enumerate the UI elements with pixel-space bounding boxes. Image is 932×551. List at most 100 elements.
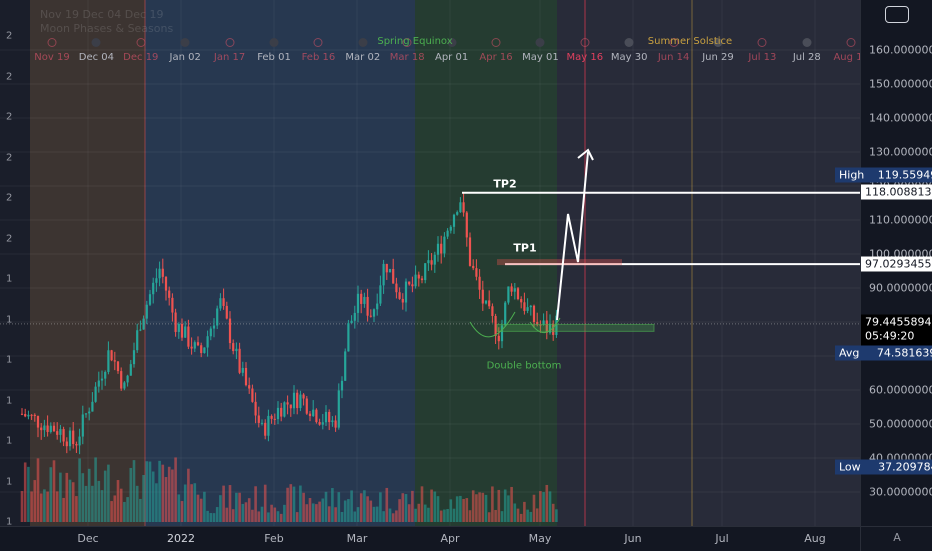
price-tick: 160.0000000 — [869, 43, 932, 57]
candle-body — [478, 276, 481, 290]
event-date: May 30 — [610, 52, 648, 63]
full-moon-icon[interactable] — [491, 38, 501, 47]
new-moon-icon[interactable] — [802, 38, 812, 47]
volume-bar — [257, 511, 261, 522]
full-moon-icon[interactable] — [313, 38, 323, 47]
new-moon-icon[interactable] — [358, 38, 368, 47]
new-moon-icon[interactable] — [180, 38, 190, 47]
candle-body — [100, 378, 104, 381]
candle-body — [296, 392, 299, 409]
volume-bar — [497, 489, 501, 522]
full-moon-icon[interactable] — [669, 38, 679, 47]
volume-bar — [545, 484, 549, 522]
full-moon-icon[interactable] — [47, 38, 57, 47]
full-moon-icon[interactable] — [846, 38, 856, 47]
candle-body — [366, 296, 369, 316]
volume-bar — [471, 490, 475, 522]
double-bottom-curve-1 — [469, 311, 516, 338]
price-axis[interactable]: 160.0000000 150.0000000 140.0000000 130.000… — [835, 0, 932, 526]
candle-body — [433, 254, 436, 265]
candle-body — [238, 348, 241, 373]
settings-icon[interactable] — [885, 6, 909, 23]
new-moon-icon[interactable] — [269, 38, 279, 47]
candle-body — [84, 413, 88, 415]
candle-body — [257, 415, 260, 423]
volume-bar — [443, 509, 446, 522]
candle-body — [203, 347, 206, 354]
volume-bar — [366, 496, 369, 522]
low-badge: Low 37.2097840 — [835, 459, 932, 475]
candle-body — [27, 414, 30, 417]
volume-bar — [411, 490, 414, 522]
candle-body — [372, 309, 376, 317]
volume-bar — [379, 492, 382, 522]
volume-bar — [519, 513, 523, 522]
new-moon-icon[interactable] — [713, 38, 723, 47]
candle-body — [555, 315, 558, 335]
candle-body — [129, 364, 132, 376]
volume-bar — [20, 491, 24, 522]
full-moon-icon[interactable] — [757, 38, 767, 47]
arrow-head-icon — [577, 148, 594, 161]
volume-bar — [388, 508, 392, 522]
candle-body — [65, 441, 68, 447]
new-moon-icon[interactable] — [447, 38, 457, 47]
volume-bar — [395, 510, 398, 522]
summer-solstice-label: Summer Solstice — [647, 36, 733, 47]
candle-body — [286, 402, 289, 405]
resistance-zone — [497, 259, 622, 266]
chart-pane[interactable]: Nov 19 Dec 04 Dec 19 Moon Phases & Seaso… — [0, 0, 860, 526]
candle-body — [504, 302, 507, 326]
volume-bar — [183, 484, 187, 522]
candle-body — [308, 413, 312, 417]
full-moon-icon[interactable] — [136, 38, 146, 47]
volume-bar — [30, 491, 33, 522]
candle-body — [520, 299, 523, 303]
candle-body — [548, 323, 552, 333]
full-moon-icon[interactable] — [225, 38, 235, 47]
candle-body — [120, 371, 123, 389]
new-moon-icon[interactable] — [535, 38, 545, 47]
volume-bar — [510, 486, 513, 522]
volume-bar — [155, 483, 158, 522]
volume-bar — [446, 509, 449, 522]
tp1-price-badge: 97.0293455 — [861, 256, 932, 272]
high-value: 119.5594961 — [877, 168, 932, 182]
time-axis[interactable]: Dec 2022 Feb Mar Apr May Jun Jul Aug — [0, 526, 860, 551]
volume-bar — [340, 511, 344, 522]
left-level-label: 1 — [6, 395, 13, 406]
volume-bar — [129, 467, 133, 522]
volume-bar — [171, 469, 174, 522]
left-level-label: 1 — [6, 516, 13, 527]
candle-body — [88, 411, 91, 414]
candle-body — [180, 323, 184, 338]
volume-bar — [513, 503, 517, 522]
volume-bar — [107, 464, 110, 522]
volume-bar — [526, 509, 529, 522]
candle-body — [430, 260, 433, 265]
volume-bar — [161, 464, 165, 522]
candle-body — [40, 427, 43, 431]
volume-bar — [97, 480, 101, 522]
volume-bar — [420, 486, 424, 522]
price-chart[interactable] — [0, 0, 860, 526]
volume-bar — [23, 462, 27, 522]
new-moon-icon[interactable] — [91, 38, 101, 47]
candle-body — [219, 298, 222, 309]
full-moon-icon[interactable] — [580, 38, 590, 47]
candle-body — [468, 237, 472, 266]
price-tick: 110.0000000 — [869, 213, 932, 227]
volume-bar — [212, 513, 216, 522]
spring-equinox-label: Spring Equinox — [377, 36, 453, 47]
candle-body — [436, 243, 440, 255]
event-date: Dec 19 — [123, 52, 159, 63]
candle-body — [228, 318, 232, 344]
avg-label: Avg — [839, 346, 860, 360]
auto-scale-button[interactable]: A — [860, 526, 932, 551]
legend-line-1: Nov 19 Dec 04 Dec 19 — [40, 8, 164, 21]
candle-body — [388, 268, 392, 273]
volume-bar — [151, 471, 155, 522]
full-moon-icon[interactable] — [402, 38, 412, 47]
event-date: Aug 12 — [833, 52, 860, 63]
new-moon-icon[interactable] — [624, 38, 634, 47]
